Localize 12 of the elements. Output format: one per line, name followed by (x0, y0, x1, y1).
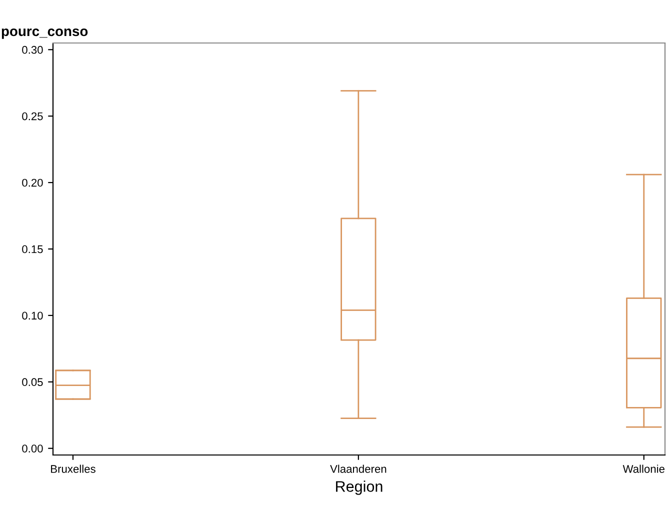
y-tick-label: 0.05 (22, 378, 43, 386)
y-tick-label: 0.25 (22, 112, 43, 120)
y-tick-label: 0.15 (22, 245, 43, 254)
y-tick-label: 0.30 (22, 46, 43, 54)
y-tick-label: 0.20 (22, 178, 43, 187)
y-axis-title: pourc_conso (2, 28, 88, 39)
y-tick-label: 0.10 (22, 312, 43, 320)
x-axis-title: Region (336, 480, 382, 495)
x-tick-label: Vlaanderen (330, 464, 386, 473)
x-tick-label: Bruxelles (51, 464, 96, 473)
y-tick-label: 0.00 (22, 444, 43, 452)
x-tick-label: Wallonie (622, 464, 664, 473)
